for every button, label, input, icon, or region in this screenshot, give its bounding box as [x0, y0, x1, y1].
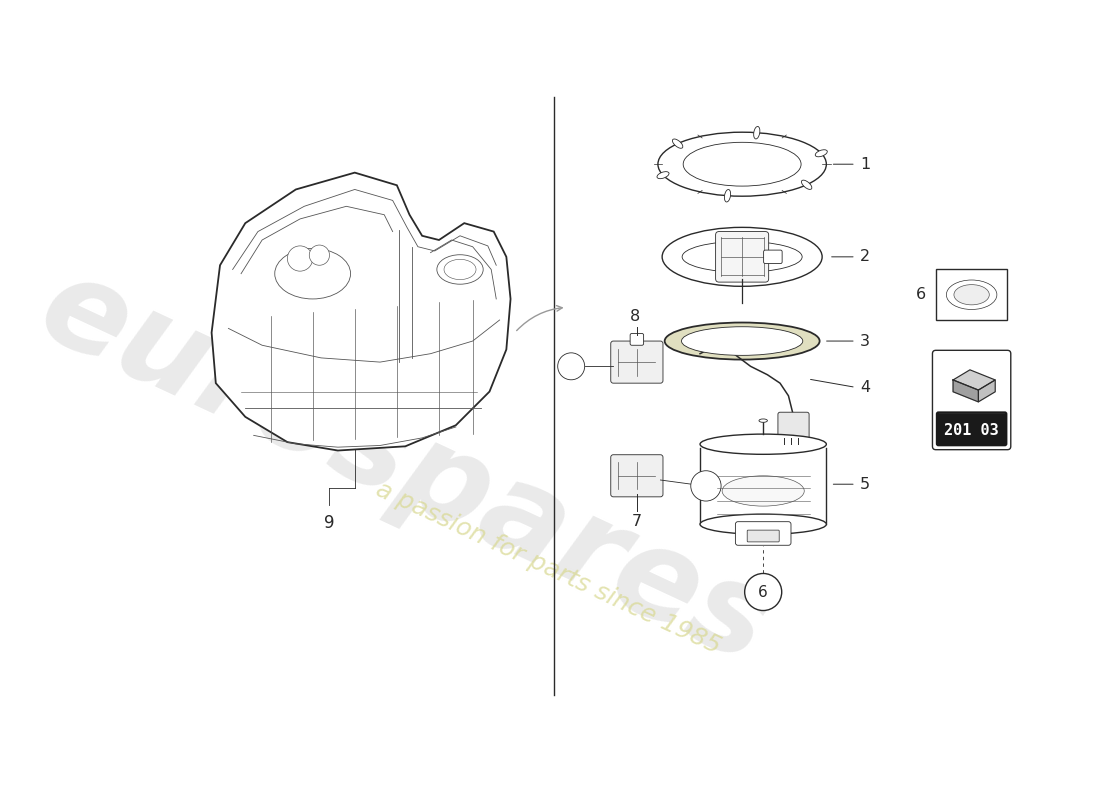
FancyBboxPatch shape	[716, 231, 769, 282]
Polygon shape	[953, 380, 978, 402]
Ellipse shape	[725, 190, 730, 202]
Text: 6: 6	[915, 287, 926, 302]
Ellipse shape	[722, 476, 804, 506]
FancyBboxPatch shape	[736, 522, 791, 546]
Text: 1: 1	[860, 157, 870, 172]
Ellipse shape	[662, 227, 822, 286]
Text: a passion for parts since 1985: a passion for parts since 1985	[372, 478, 725, 659]
FancyBboxPatch shape	[936, 270, 1008, 320]
Circle shape	[691, 470, 722, 501]
Ellipse shape	[682, 326, 803, 355]
FancyBboxPatch shape	[763, 250, 782, 263]
FancyBboxPatch shape	[630, 334, 644, 346]
Ellipse shape	[815, 150, 827, 157]
Text: 6: 6	[758, 585, 768, 599]
Text: 2: 2	[860, 250, 870, 264]
FancyBboxPatch shape	[747, 530, 779, 542]
FancyBboxPatch shape	[936, 411, 1008, 446]
Ellipse shape	[700, 434, 826, 454]
FancyBboxPatch shape	[610, 454, 663, 497]
FancyBboxPatch shape	[778, 412, 810, 440]
Ellipse shape	[275, 249, 351, 299]
Ellipse shape	[946, 280, 997, 310]
Text: 9: 9	[324, 514, 334, 532]
Circle shape	[287, 246, 312, 271]
Ellipse shape	[437, 254, 483, 284]
Ellipse shape	[444, 259, 476, 279]
FancyBboxPatch shape	[610, 341, 663, 383]
Text: 201 03: 201 03	[944, 422, 999, 438]
Polygon shape	[978, 380, 996, 402]
Ellipse shape	[802, 180, 812, 190]
Ellipse shape	[682, 242, 802, 272]
Ellipse shape	[658, 132, 826, 196]
Text: 7: 7	[631, 514, 642, 529]
Ellipse shape	[657, 172, 669, 178]
Text: 8: 8	[630, 310, 640, 324]
Circle shape	[745, 574, 782, 610]
Ellipse shape	[954, 285, 989, 305]
Ellipse shape	[759, 419, 768, 422]
Ellipse shape	[700, 514, 826, 534]
Polygon shape	[953, 370, 996, 390]
Ellipse shape	[672, 139, 683, 148]
Text: eurospares: eurospares	[22, 246, 789, 689]
Text: 4: 4	[860, 380, 870, 395]
Text: 5: 5	[860, 477, 870, 492]
Ellipse shape	[664, 322, 820, 359]
Ellipse shape	[683, 142, 801, 186]
Polygon shape	[211, 173, 510, 450]
Ellipse shape	[754, 126, 760, 139]
Circle shape	[309, 245, 330, 266]
Circle shape	[558, 353, 585, 380]
Text: 3: 3	[860, 334, 870, 349]
FancyBboxPatch shape	[933, 350, 1011, 450]
